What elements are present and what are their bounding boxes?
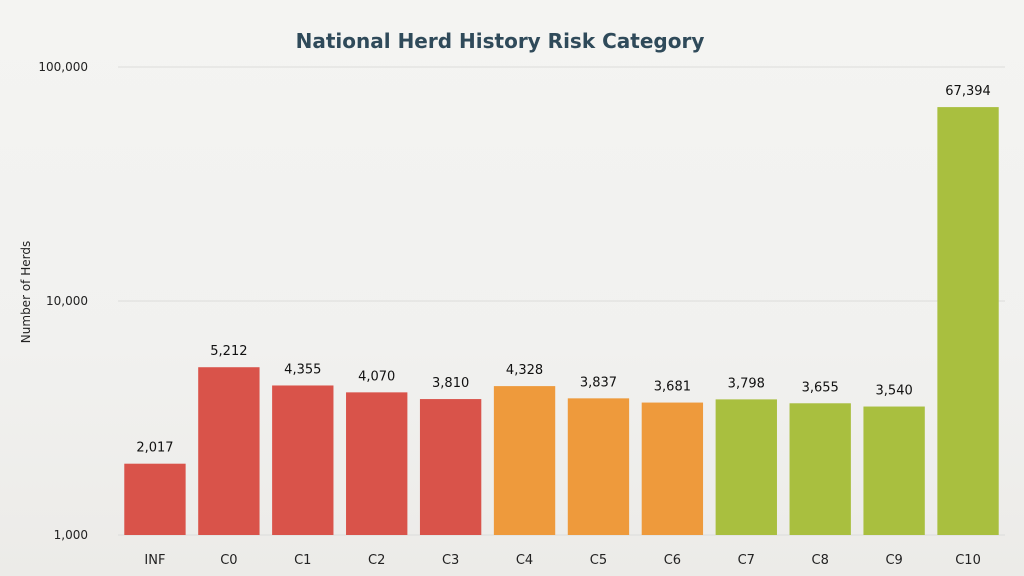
data-labels: 2,017 5,212 4,355 4,070 3,810 4,328 3,837 3,681… [136, 84, 990, 456]
bar-c2 [346, 392, 408, 535]
y-axis-label: Number of Herds [19, 241, 33, 343]
bar-c1 [272, 385, 334, 535]
bar-inf [124, 463, 186, 535]
bar-c0 [198, 367, 260, 535]
x-tick-label: C9 [885, 553, 902, 568]
bar-c4 [493, 386, 556, 535]
x-tick-label: C10 [955, 553, 981, 568]
y-tick-label: 1,000 [54, 528, 88, 542]
bar-c3 [419, 399, 482, 535]
data-label: 3,540 [876, 384, 913, 399]
bars [124, 107, 999, 535]
x-tick-label: C2 [368, 553, 385, 568]
data-label: 67,394 [945, 84, 991, 99]
bar-c10 [937, 107, 999, 535]
data-label: 4,355 [284, 362, 321, 377]
bar-c6 [641, 402, 704, 535]
gridlines [118, 66, 1005, 536]
x-tick-label: C7 [738, 553, 755, 568]
x-tick-label: C6 [664, 553, 681, 568]
bar-c5 [567, 398, 630, 535]
bar-c8 [789, 403, 851, 535]
data-label: 3,810 [432, 376, 469, 391]
data-label: 3,655 [802, 380, 839, 395]
x-axis-ticks: INF C0 C1 C2 C3 C4 C5 C6 C7 C8 C9 C10 [144, 553, 980, 568]
x-tick-label: C3 [442, 553, 459, 568]
x-tick-label: INF [144, 553, 165, 568]
y-axis-ticks: 1,000 10,000 100,000 [38, 60, 88, 542]
x-tick-label: C0 [220, 553, 237, 568]
data-label: 4,328 [506, 363, 543, 378]
x-tick-label: C5 [590, 553, 607, 568]
x-tick-label: C1 [294, 553, 311, 568]
data-label: 3,837 [580, 375, 617, 390]
bar-c9 [863, 406, 925, 535]
y-tick-label: 100,000 [38, 60, 88, 74]
data-label: 4,070 [358, 369, 395, 384]
data-label: 3,681 [654, 380, 691, 395]
data-label: 5,212 [210, 344, 247, 359]
data-label: 3,798 [728, 376, 765, 391]
bar-c7 [715, 399, 777, 535]
chart-title: National Herd History Risk Category [296, 29, 705, 53]
x-tick-label: C4 [516, 553, 533, 568]
y-tick-label: 10,000 [46, 294, 88, 308]
x-tick-label: C8 [812, 553, 829, 568]
data-label: 2,017 [136, 441, 173, 456]
